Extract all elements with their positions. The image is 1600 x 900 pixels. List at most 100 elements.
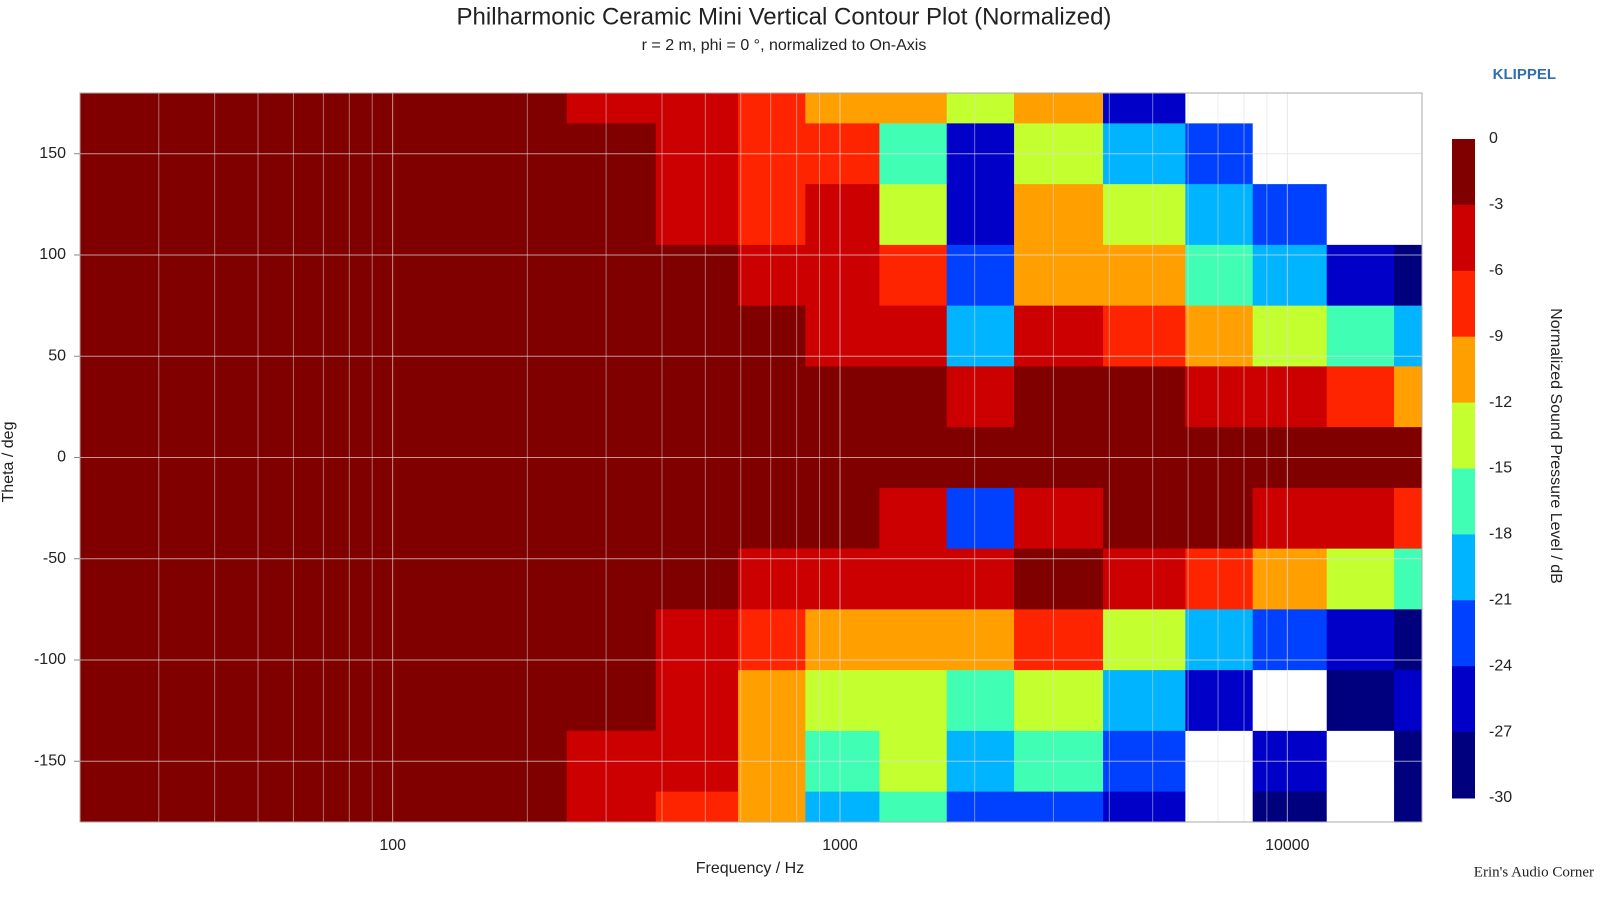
contour-cell [460,366,568,428]
contour-cell [1185,609,1254,671]
y-axis-label: Theta / deg [0,422,17,503]
contour-cell [1394,609,1423,671]
y-tick-label: 50 [48,347,66,364]
contour-cell [738,609,806,671]
contour-cell [1394,670,1423,732]
contour-cell [566,366,657,428]
contour-cell [1252,609,1328,671]
colorbar-tick-label: -12 [1489,394,1512,411]
contour-cell [169,548,326,610]
contour-cell [805,366,880,428]
contour-cell [1394,93,1423,124]
contour-cell [169,609,326,671]
colorbar-tick-label: -24 [1489,657,1512,674]
contour-cell [738,305,806,367]
contour-cell [80,548,170,610]
contour-cell [1103,609,1186,671]
contour-cell [946,609,1015,671]
contour-cell [566,244,657,307]
contour-cell [460,184,568,246]
contour-cell [946,487,1015,550]
contour-cell [738,487,806,550]
contour-cell [879,487,948,550]
colorbar-tick-label: -21 [1489,592,1512,609]
contour-cell [1326,791,1395,823]
contour-cell [805,244,880,307]
contour-cell [460,487,568,550]
contour-cell [1014,487,1104,550]
contour-cell [1252,93,1328,124]
contour-cell [566,670,657,732]
contour-cell [879,184,948,246]
contour-cell [169,487,326,550]
contour-cell [1185,548,1254,610]
colorbar-label: Normalized Sound Pressure Level / dB [1547,308,1564,584]
contour-cell [460,609,568,671]
contour-cell [655,305,739,367]
contour-cell [1103,244,1186,307]
credit: Erin's Audio Corner [1474,864,1594,880]
x-tick-label: 10000 [1265,837,1310,854]
contour-cell [80,609,170,671]
chart-subtitle: r = 2 m, phi = 0 °, normalized to On-Axi… [642,37,927,54]
contour-cell [1185,366,1254,428]
contour-cell [169,670,326,732]
contour-cell [1103,305,1186,367]
contour-cell [1103,548,1186,610]
contour-cell [1014,791,1104,823]
contour-cell [566,609,657,671]
contour-cell [1326,609,1395,671]
contour-cell [566,184,657,246]
colorbar-band [1452,139,1475,206]
contour-cell [1394,791,1423,823]
contour-cell [738,670,806,732]
contour-cell [738,366,806,428]
contour-cell [805,487,880,550]
contour-cell [879,670,948,732]
y-tick-label: -50 [43,550,66,567]
contour-cell [566,487,657,550]
contour-cell [1185,670,1254,732]
contour-cell [460,305,568,367]
contour-cell [1103,366,1186,428]
contour-cell [80,305,170,367]
contour-cell [655,487,739,550]
colorbar-tick-label: -3 [1489,196,1503,213]
contour-cell [1394,487,1423,550]
contour-cell [1394,244,1423,307]
contour-cell [460,791,568,823]
contour-cell [1252,184,1328,246]
contour-cell [1014,184,1104,246]
contour-cell [80,670,170,732]
contour-cell [80,487,170,550]
contour-cell [1103,184,1186,246]
contour-cell [1394,548,1423,610]
contour-cell [1252,670,1328,732]
y-tick-label: -100 [34,651,66,668]
contour-cell [879,366,948,428]
contour-cell [946,670,1015,732]
colorbar-band [1452,666,1475,733]
contour-cell [805,670,880,732]
contour-cell [1185,93,1254,124]
contour-cell [946,93,1015,124]
contour-cell [946,305,1015,367]
contour-cell [946,791,1015,823]
contour-cell [805,609,880,671]
colorbar-tick-label: -30 [1489,789,1512,806]
contour-cell [169,244,326,307]
chart-title: Philharmonic Ceramic Mini Vertical Conto… [457,3,1112,30]
contour-cell [655,670,739,732]
x-tick-label: 100 [379,837,406,854]
contour-cell [738,244,806,307]
contour-cell [738,791,806,823]
contour-cell [1014,93,1104,124]
x-axis-label: Frequency / Hz [696,860,804,877]
contour-cell [1326,93,1395,124]
contour-cell [169,184,326,246]
contour-cell [1014,609,1104,671]
contour-cell [1014,305,1104,367]
contour-cell [655,184,739,246]
contour-cell [566,93,657,124]
